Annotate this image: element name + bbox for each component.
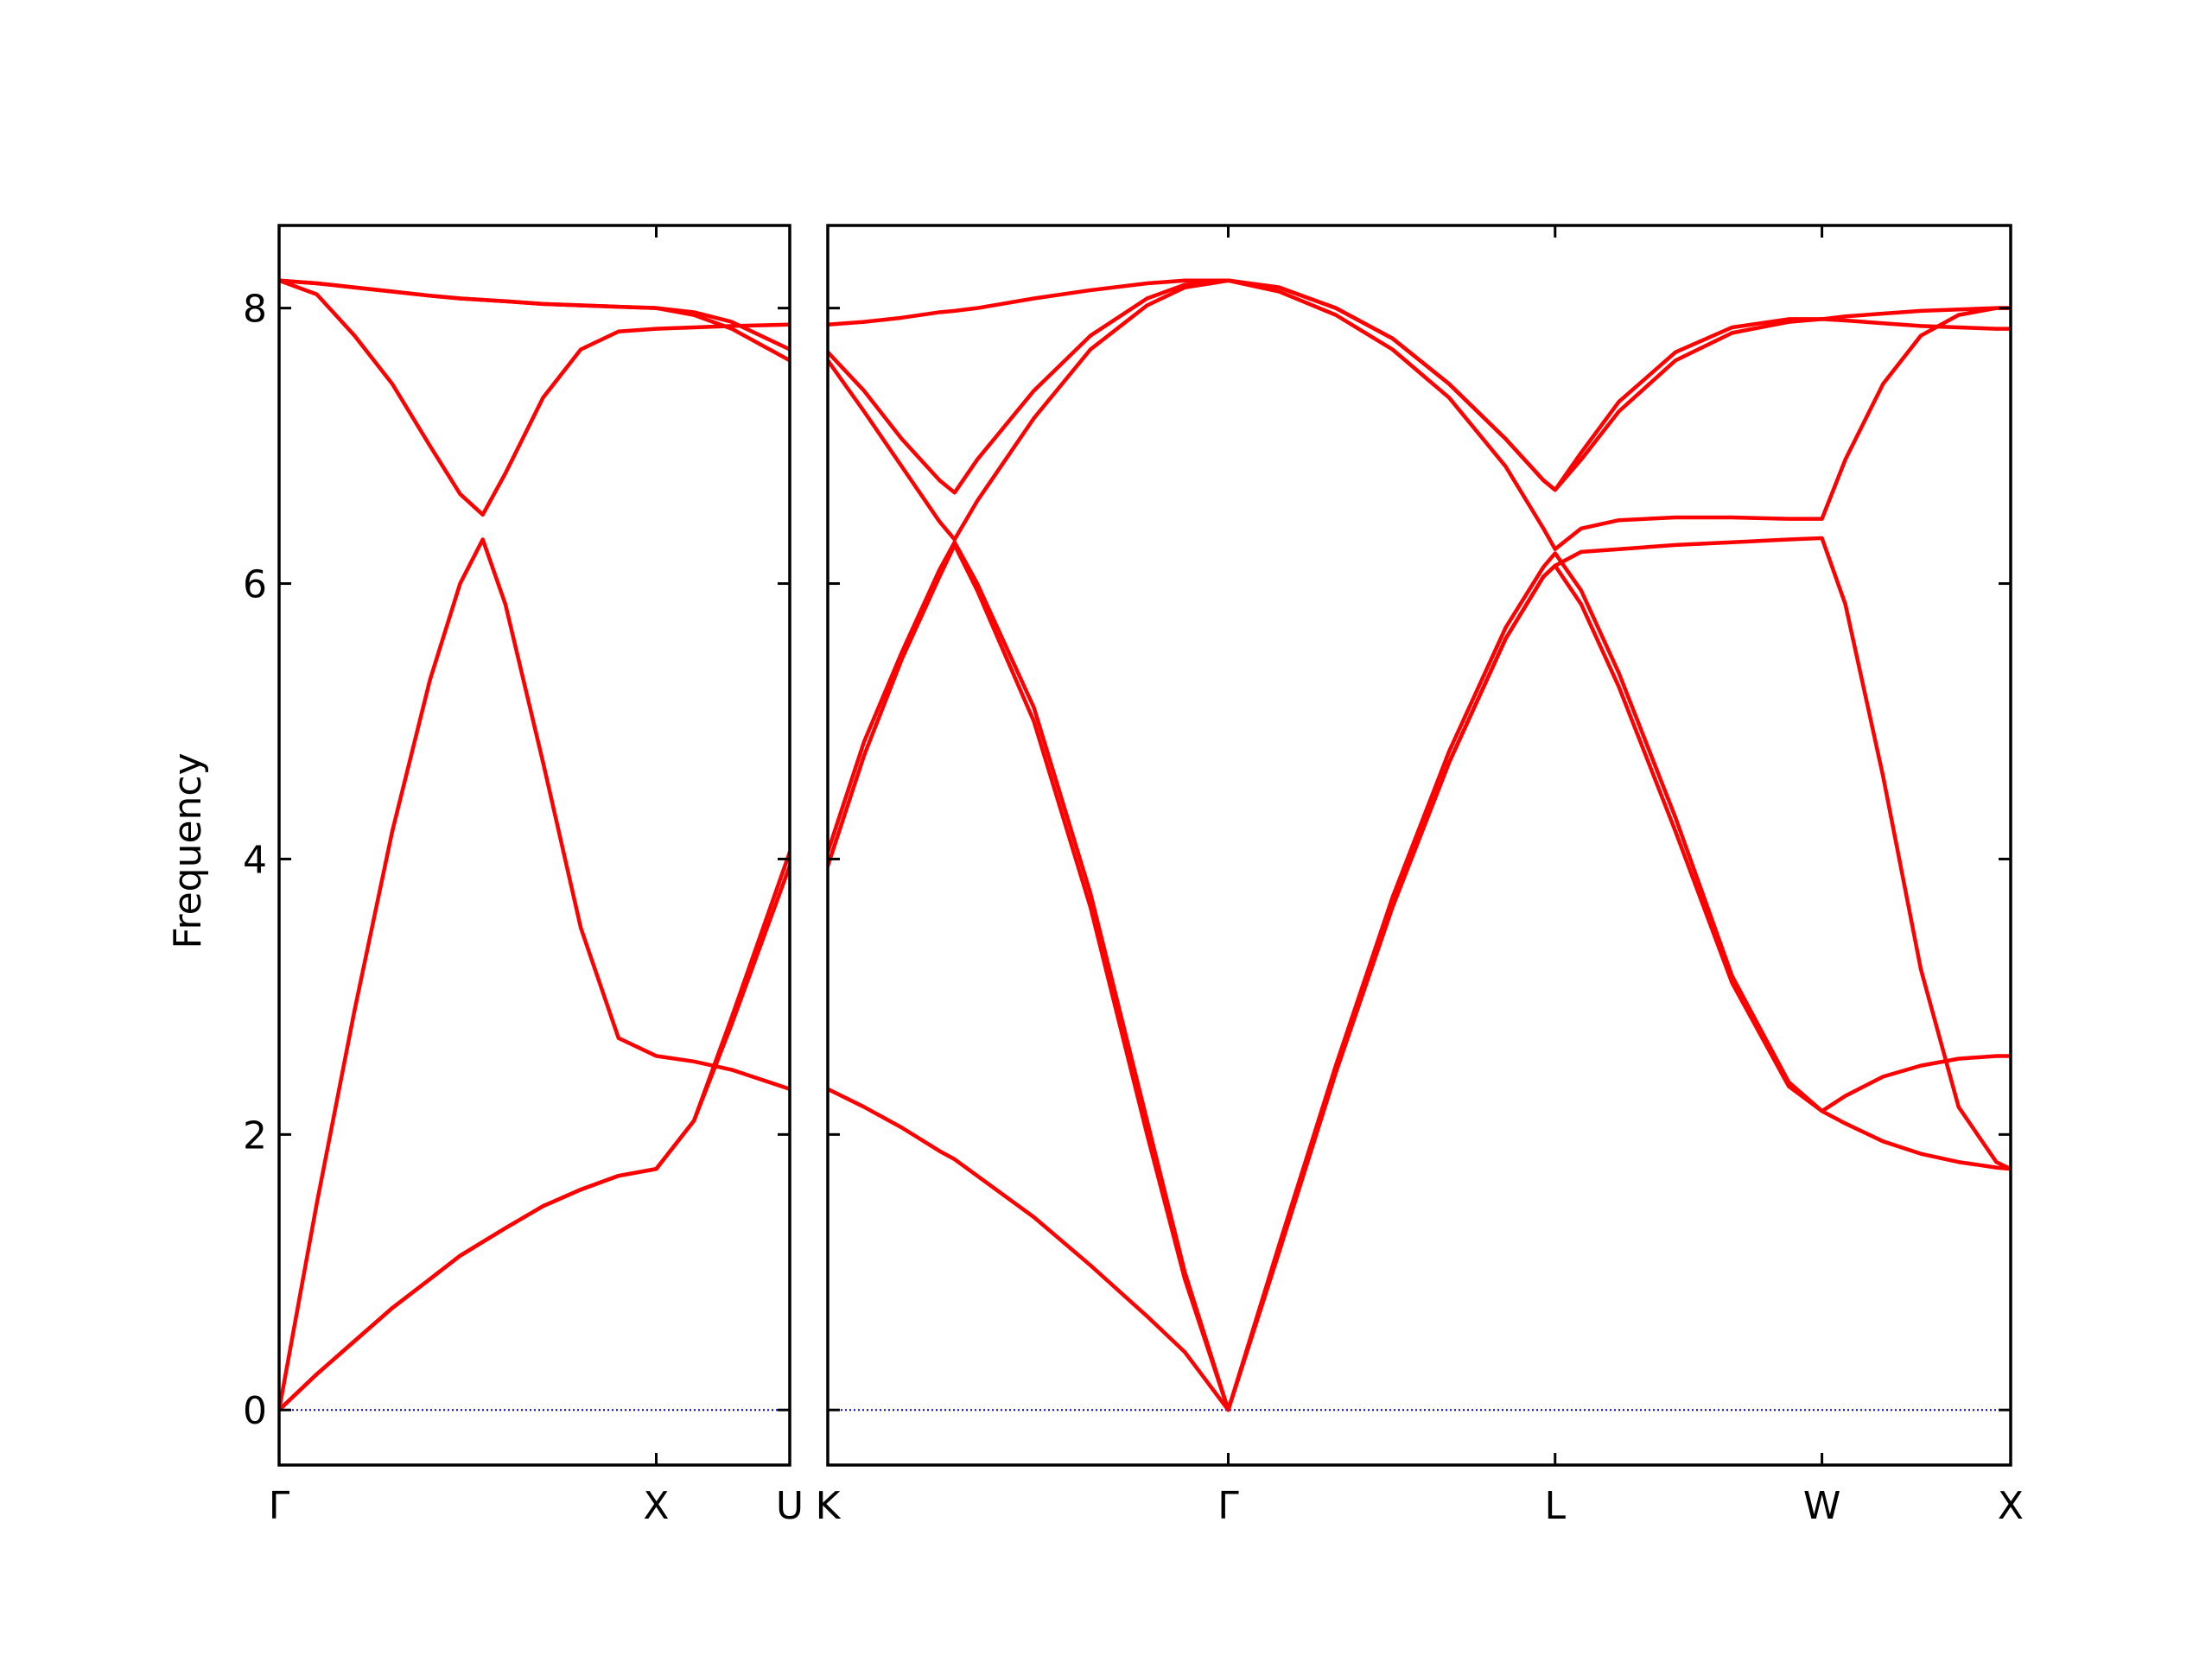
x-tick-label: X	[1998, 1484, 2024, 1528]
band-line	[279, 537, 790, 1412]
band-line	[279, 278, 790, 517]
band-line	[279, 278, 790, 352]
band-line	[828, 542, 2011, 1412]
band-line	[279, 278, 790, 363]
x-tick-label: Γ	[1217, 1484, 1239, 1528]
band-line	[828, 278, 2011, 492]
plot-frame	[277, 224, 791, 1467]
band-line	[828, 563, 2011, 1412]
x-tick-label: U	[776, 1484, 804, 1528]
x-tick-label: L	[1544, 1484, 1566, 1528]
x-tick-label: X	[643, 1484, 669, 1528]
x-tick-label: K	[816, 1484, 842, 1528]
y-tick-label: 0	[243, 1389, 267, 1433]
y-tick-label: 4	[243, 838, 267, 882]
plot-frame	[826, 224, 2012, 1467]
band-line	[279, 850, 790, 1412]
y-tick-label: 2	[243, 1113, 267, 1158]
band-line	[279, 864, 790, 1412]
x-tick-label: Γ	[269, 1484, 290, 1528]
band-line	[828, 278, 2011, 551]
y-axis-label: Frequency	[166, 752, 210, 948]
x-tick-label: W	[1803, 1484, 1841, 1528]
band-line	[828, 536, 2011, 1412]
y-tick-label: 8	[243, 288, 267, 332]
y-tick-label: 6	[243, 563, 267, 607]
